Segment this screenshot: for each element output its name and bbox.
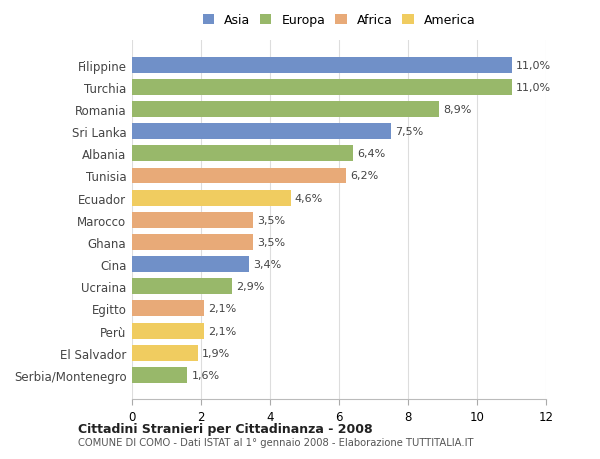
Text: 7,5%: 7,5% — [395, 127, 423, 137]
Text: 3,5%: 3,5% — [257, 215, 285, 225]
Bar — [132, 367, 187, 383]
Bar — [132, 323, 205, 339]
Text: COMUNE DI COMO - Dati ISTAT al 1° gennaio 2008 - Elaborazione TUTTITALIA.IT: COMUNE DI COMO - Dati ISTAT al 1° gennai… — [78, 437, 473, 447]
Bar — [132, 168, 346, 184]
Bar — [132, 124, 391, 140]
Bar — [132, 213, 253, 228]
Text: 2,1%: 2,1% — [209, 326, 237, 336]
Legend: Asia, Europa, Africa, America: Asia, Europa, Africa, America — [200, 12, 478, 30]
Text: 6,4%: 6,4% — [357, 149, 385, 159]
Bar — [132, 190, 290, 206]
Text: 3,4%: 3,4% — [253, 259, 281, 269]
Text: 6,2%: 6,2% — [350, 171, 378, 181]
Text: 2,9%: 2,9% — [236, 282, 265, 291]
Text: 1,6%: 1,6% — [191, 370, 220, 380]
Bar — [132, 257, 250, 273]
Text: 2,1%: 2,1% — [209, 304, 237, 314]
Bar — [132, 80, 511, 95]
Text: 11,0%: 11,0% — [515, 61, 551, 71]
Text: 11,0%: 11,0% — [515, 83, 551, 93]
Text: 8,9%: 8,9% — [443, 105, 472, 115]
Bar — [132, 279, 232, 295]
Bar — [132, 146, 353, 162]
Bar — [132, 235, 253, 251]
Bar — [132, 57, 511, 73]
Bar — [132, 345, 197, 361]
Bar — [132, 102, 439, 118]
Bar — [132, 301, 205, 317]
Text: Cittadini Stranieri per Cittadinanza - 2008: Cittadini Stranieri per Cittadinanza - 2… — [78, 422, 373, 436]
Text: 1,9%: 1,9% — [202, 348, 230, 358]
Text: 3,5%: 3,5% — [257, 237, 285, 247]
Text: 4,6%: 4,6% — [295, 193, 323, 203]
